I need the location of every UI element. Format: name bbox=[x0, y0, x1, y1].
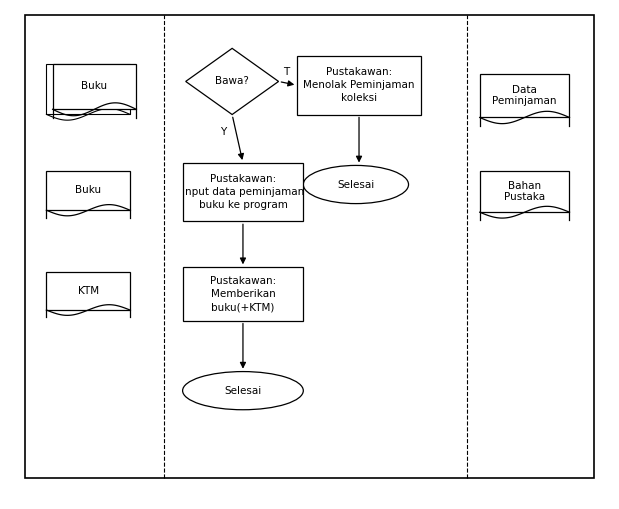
Text: Y: Y bbox=[220, 127, 226, 137]
Text: Buku: Buku bbox=[81, 81, 108, 92]
FancyBboxPatch shape bbox=[46, 272, 130, 310]
Text: Selesai: Selesai bbox=[224, 386, 262, 395]
Text: Bawa?: Bawa? bbox=[215, 76, 249, 87]
Text: Data
Peminjaman: Data Peminjaman bbox=[492, 85, 557, 106]
Text: Pustakawan:
Input data peminjaman
buku ke program: Pustakawan: Input data peminjaman buku k… bbox=[182, 174, 304, 210]
Text: Pustakawan:
Menolak Peminjaman
koleksi: Pustakawan: Menolak Peminjaman koleksi bbox=[303, 67, 415, 103]
Text: Bahan
Pustaka: Bahan Pustaka bbox=[504, 181, 545, 202]
FancyBboxPatch shape bbox=[480, 74, 569, 118]
FancyBboxPatch shape bbox=[25, 15, 594, 478]
FancyBboxPatch shape bbox=[183, 267, 303, 321]
FancyBboxPatch shape bbox=[183, 163, 303, 221]
FancyBboxPatch shape bbox=[46, 64, 130, 115]
FancyBboxPatch shape bbox=[480, 171, 569, 212]
Polygon shape bbox=[186, 48, 279, 115]
FancyBboxPatch shape bbox=[46, 171, 130, 210]
Ellipse shape bbox=[303, 165, 409, 204]
FancyBboxPatch shape bbox=[297, 56, 421, 115]
Text: KTM: KTM bbox=[77, 286, 99, 296]
Text: Selesai: Selesai bbox=[337, 180, 374, 189]
Text: T: T bbox=[284, 67, 290, 77]
Ellipse shape bbox=[183, 372, 303, 410]
Text: Buku: Buku bbox=[75, 185, 102, 195]
Text: Pustakawan:
Memberikan
buku(+KTM): Pustakawan: Memberikan buku(+KTM) bbox=[210, 276, 276, 312]
FancyBboxPatch shape bbox=[53, 64, 136, 109]
